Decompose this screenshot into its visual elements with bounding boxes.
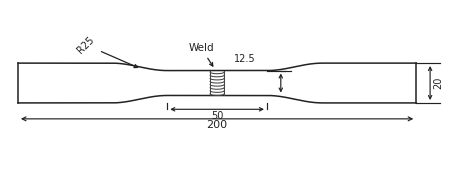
Text: 200: 200 <box>207 120 228 130</box>
Text: R25: R25 <box>75 34 137 68</box>
Text: 12.5: 12.5 <box>234 54 256 64</box>
Text: Weld: Weld <box>188 43 214 66</box>
Text: 20: 20 <box>433 77 443 89</box>
Text: 50: 50 <box>211 111 223 121</box>
